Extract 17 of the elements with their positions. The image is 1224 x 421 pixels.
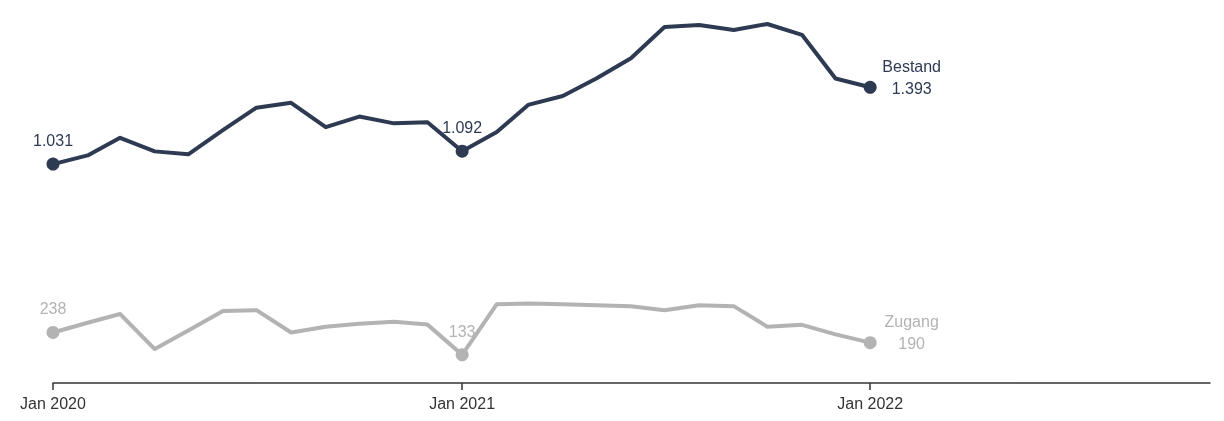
point	[455, 348, 469, 362]
data-label: 133	[448, 322, 476, 340]
data-label: 238	[39, 300, 67, 318]
point	[46, 157, 60, 171]
point	[863, 336, 877, 350]
series-label: Zugang	[884, 313, 939, 331]
x-tick-label: Jan 2021	[429, 394, 496, 412]
point	[455, 144, 469, 158]
point	[46, 325, 60, 339]
data-label: 1.031	[32, 132, 74, 150]
x-tick-label: Jan 2020	[20, 394, 87, 412]
x-tick-label: Jan 2022	[837, 394, 904, 412]
data-label: 1.092	[442, 119, 483, 137]
data-label: 1.393	[891, 79, 932, 97]
data-label: 190	[898, 335, 926, 353]
point	[863, 80, 877, 94]
series-label: Bestand	[882, 57, 942, 75]
